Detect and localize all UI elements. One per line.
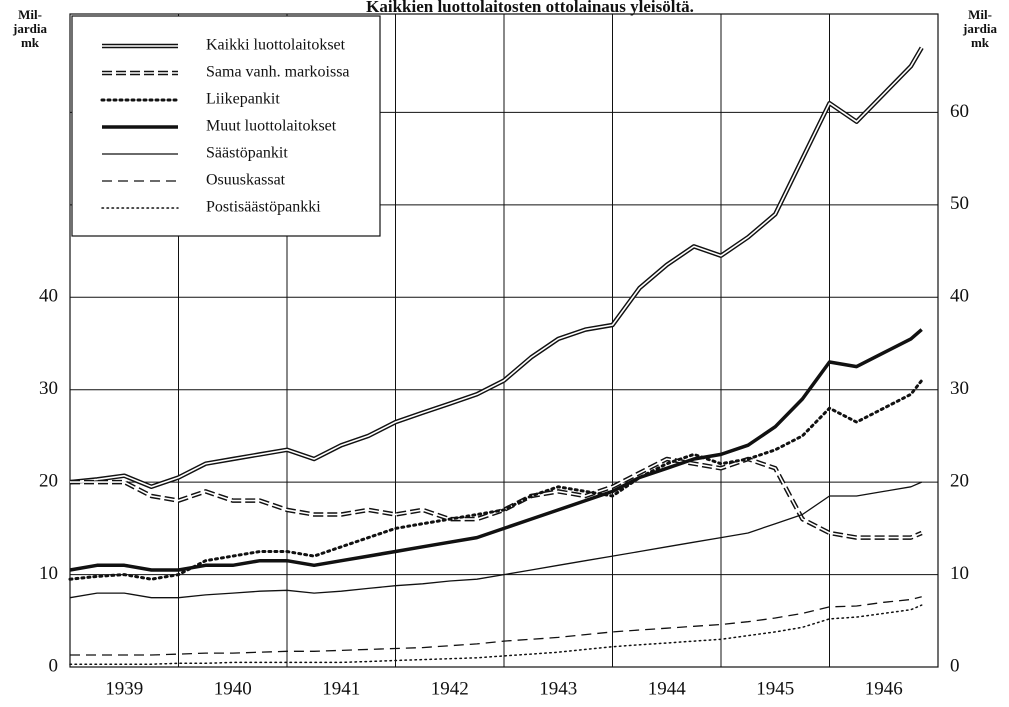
- y-axis-label: Mil-: [18, 7, 42, 22]
- y-tick-label: 20: [39, 471, 58, 492]
- y-tick-label: 0: [49, 655, 59, 676]
- legend-label: Säästöpankit: [206, 145, 288, 162]
- series-line: [68, 379, 924, 581]
- y-tick-label: 30: [39, 378, 58, 399]
- x-tick-label: 1943: [539, 678, 577, 699]
- series-line: [70, 596, 922, 656]
- series-line-inner: [70, 458, 923, 539]
- y2-tick-label: 20: [950, 471, 969, 492]
- y2-axis-label: mk: [971, 35, 990, 50]
- legend-label: Kaikki luottolaitokset: [206, 37, 346, 54]
- series-line: [70, 456, 923, 540]
- series-line-inner: [69, 47, 923, 488]
- x-tick-label: 1941: [322, 678, 360, 699]
- y2-tick-label: 50: [950, 193, 969, 214]
- series-line: [69, 328, 923, 572]
- y-axis-label: mk: [21, 35, 40, 50]
- legend-label: Osuuskassat: [206, 172, 286, 189]
- y-axis-label: jardia: [12, 21, 47, 36]
- chart-title: Kaikkien luottolaitosten ottolainaus yle…: [366, 0, 694, 16]
- y2-tick-label: 30: [950, 378, 969, 399]
- legend-label: Muut luottolaitokset: [206, 118, 337, 135]
- x-tick-label: 1945: [756, 678, 794, 699]
- y2-tick-label: 0: [950, 655, 960, 676]
- legend-label: Sama vanh. markoissa: [206, 64, 350, 81]
- y2-axis-label: jardia: [962, 21, 997, 36]
- legend-label: Liikepankit: [206, 91, 280, 108]
- x-tick-label: 1940: [214, 678, 252, 699]
- y2-axis-label: Mil-: [968, 7, 992, 22]
- y2-tick-label: 40: [950, 286, 969, 307]
- x-tick-label: 1942: [431, 678, 469, 699]
- y-tick-label: 40: [39, 286, 58, 307]
- y2-tick-label: 60: [950, 101, 969, 122]
- legend-label: Postisäästöpankki: [206, 199, 321, 216]
- series-line: [69, 481, 922, 599]
- series-line: [69, 604, 923, 665]
- y-tick-label: 10: [39, 563, 58, 584]
- x-tick-label: 1946: [865, 678, 903, 699]
- y2-tick-label: 10: [950, 563, 969, 584]
- x-tick-label: 1939: [105, 678, 143, 699]
- x-tick-label: 1944: [648, 678, 687, 699]
